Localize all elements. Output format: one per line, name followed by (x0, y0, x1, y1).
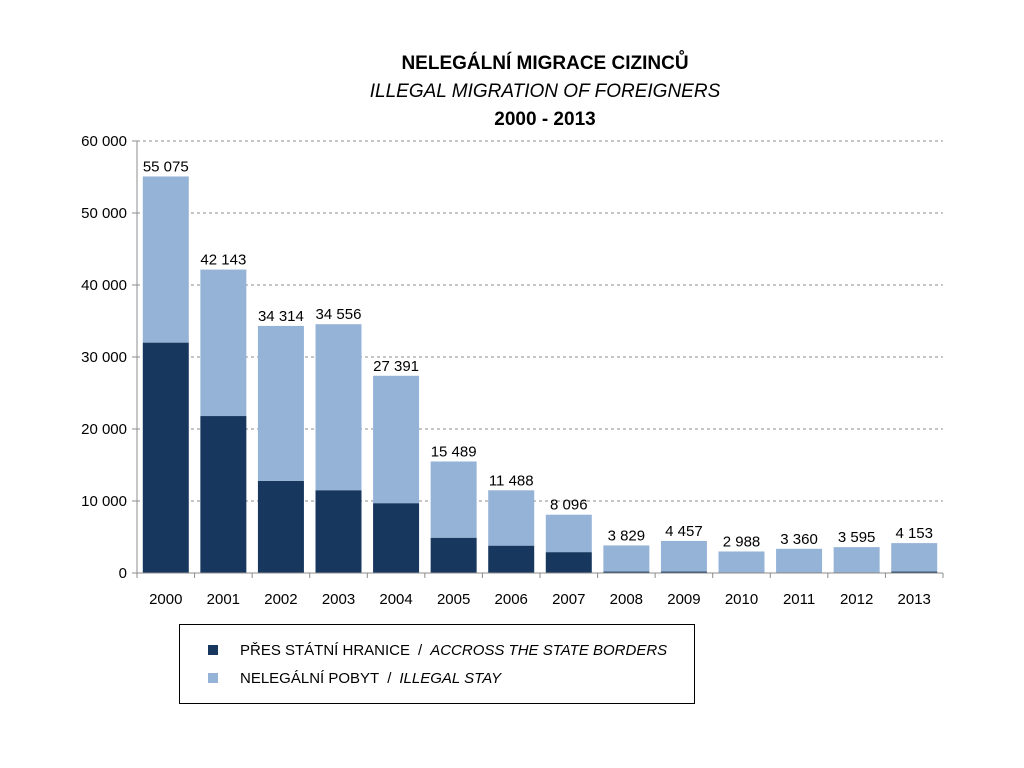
x-tick-label: 2006 (495, 591, 528, 608)
bar-illegal-stay (430, 461, 477, 538)
y-tick-label: 10 000 (81, 493, 127, 510)
x-tick-label: 2012 (840, 591, 873, 608)
x-tick-label: 2004 (379, 591, 412, 608)
data-labels: 55 075 42 143 34 314 34 556 27 391 15 489 11 4… (143, 158, 933, 550)
legend-label-borders-en: ACCROSS THE STATE BORDERS (430, 642, 668, 659)
chart-title: NELEGÁLNÍ MIGRACE CIZINCŮ (401, 53, 689, 74)
bar-illegal-stay (833, 547, 880, 573)
bar-series (142, 176, 938, 573)
x-tick-label: 2002 (264, 591, 297, 608)
x-tick-label: 2007 (552, 591, 585, 608)
total-label: 4 457 (665, 523, 703, 540)
bar-borders (660, 571, 707, 573)
legend-separator: / (387, 670, 392, 687)
bar-borders (488, 545, 535, 573)
bar-borders (373, 503, 420, 573)
legend-label-illegal-stay: NELEGÁLNÍ POBYT (240, 670, 380, 687)
bar-illegal-stay (373, 375, 420, 504)
axes: 0 10 000 20 000 30 000 40 000 50 000 60 000 200… (81, 133, 944, 608)
y-tick-label: 40 000 (81, 277, 127, 294)
bar-illegal-stay (660, 540, 707, 572)
x-tick-label: 2013 (898, 591, 931, 608)
total-label: 3 360 (780, 531, 818, 548)
bar-illegal-stay (142, 176, 189, 343)
bar-illegal-stay (776, 548, 823, 573)
bar-borders (891, 571, 938, 573)
x-tick-label: 2011 (783, 591, 815, 608)
bar-illegal-stay (718, 551, 765, 573)
total-label: 55 075 (143, 158, 189, 175)
legend-separator: / (418, 642, 423, 659)
total-label: 27 391 (373, 358, 419, 375)
x-tick-label: 2005 (437, 591, 470, 608)
bar-illegal-stay (891, 543, 938, 572)
bar-borders (430, 537, 477, 573)
total-label: 15 489 (431, 443, 477, 460)
total-label: 11 488 (489, 472, 534, 489)
y-tick-label: 0 (119, 565, 127, 582)
bar-borders (315, 490, 362, 573)
legend-label-illegal-stay-en: ILLEGAL STAY (399, 670, 502, 687)
y-tick-label: 30 000 (81, 349, 127, 366)
bar-illegal-stay (488, 490, 535, 546)
total-label: 3 595 (838, 529, 876, 546)
legend-label-borders: PŘES STÁTNÍ HRANICE (240, 642, 411, 659)
bar-borders (200, 416, 247, 573)
bar-borders (142, 342, 189, 573)
total-label: 3 829 (608, 527, 646, 544)
bar-borders (545, 552, 592, 573)
x-tick-label: 2009 (667, 591, 700, 608)
total-label: 34 556 (316, 306, 362, 323)
bar-illegal-stay (315, 324, 362, 491)
chart-legend: PŘES STÁTNÍ HRANICE / ACCROSS THE STATE BO… (179, 624, 695, 704)
bar-borders (603, 571, 650, 573)
bar-illegal-stay (545, 514, 592, 553)
total-label: 4 153 (895, 525, 933, 542)
x-tick-label: 2001 (207, 591, 240, 608)
legend-item-borders: PŘES STÁTNÍ HRANICE / ACCROSS THE STATE BO… (208, 641, 667, 661)
x-tick-label: 2010 (725, 591, 758, 608)
y-tick-label: 50 000 (81, 205, 127, 222)
chart-period: 2000 - 2013 (494, 109, 596, 130)
total-label: 34 314 (258, 308, 304, 325)
x-tick-label: 2008 (610, 591, 643, 608)
chart-subtitle: ILLEGAL MIGRATION OF FOREIGNERS (369, 81, 721, 102)
legend-swatch-illegal-stay (208, 673, 218, 684)
x-tick-label: 2000 (149, 591, 182, 608)
bar-illegal-stay (257, 325, 304, 481)
legend-swatch-borders (208, 645, 218, 656)
legend-item-illegal-stay: NELEGÁLNÍ POBYT / ILLEGAL STAY (208, 669, 501, 689)
bar-illegal-stay (200, 269, 247, 417)
total-label: 8 096 (550, 497, 588, 514)
y-tick-label: 60 000 (81, 133, 127, 150)
x-tick-label: 2003 (322, 591, 355, 608)
total-label: 42 143 (200, 252, 246, 269)
total-label: 2 988 (723, 533, 761, 550)
chart-plot: 0 10 000 20 000 30 000 40 000 50 000 60 000 200… (81, 133, 944, 608)
bar-illegal-stay (603, 545, 650, 572)
bar-borders (257, 480, 304, 573)
y-tick-label: 20 000 (81, 421, 127, 438)
